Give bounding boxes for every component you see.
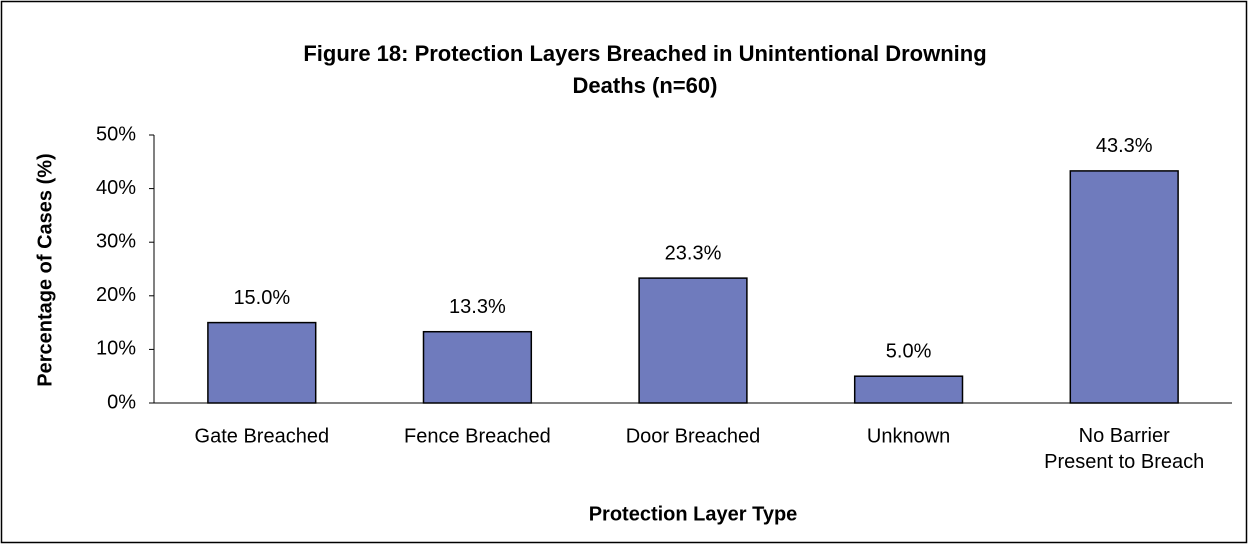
x-axis-title: Protection Layer Type (589, 503, 798, 525)
chart-title-line: Deaths (n=60) (573, 73, 718, 98)
y-tick-label: 20% (96, 284, 136, 306)
bar (853, 375, 964, 404)
bar (207, 321, 317, 404)
y-tick-label: 50% (96, 123, 136, 145)
x-tick-label: Unknown (867, 425, 950, 447)
data-label: 5.0% (886, 340, 932, 362)
chart-title-line: Figure 18: Protection Layers Breached in… (303, 41, 986, 66)
x-tick-label: Fence Breached (404, 425, 551, 447)
data-label: 43.3% (1096, 135, 1153, 157)
data-label: 13.3% (449, 296, 506, 318)
chart-title: Figure 18: Protection Layers Breached in… (303, 41, 986, 98)
y-tick-label: 30% (96, 230, 136, 252)
data-label: 15.0% (233, 287, 290, 309)
y-tick-label: 10% (96, 338, 136, 360)
x-tick-label: Door Breached (626, 425, 761, 447)
data-label: 23.3% (665, 242, 722, 264)
bar (638, 277, 748, 404)
y-tick-label: 40% (96, 177, 136, 199)
x-tick-label: No Barrier Present to Breach (1044, 425, 1204, 473)
x-tick-label: Gate Breached (195, 425, 330, 447)
y-axis-title: Percentage of Cases (%) (34, 153, 56, 386)
y-tick-label: 0% (107, 391, 136, 413)
bar (422, 330, 533, 404)
bar (1069, 170, 1179, 404)
